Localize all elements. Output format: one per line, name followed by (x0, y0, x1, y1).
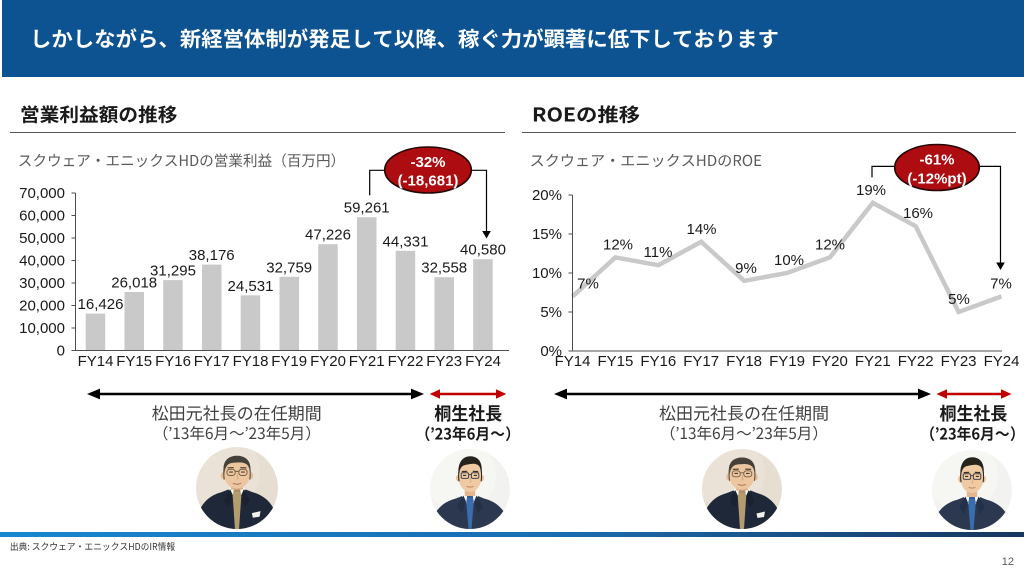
svg-text:12%: 12% (815, 236, 845, 253)
svg-text:FY21: FY21 (349, 353, 385, 370)
svg-text:5%: 5% (948, 291, 970, 308)
svg-text:(-18,681): (-18,681) (398, 173, 459, 190)
svg-text:FY19: FY19 (769, 353, 805, 370)
svg-text:12%: 12% (603, 236, 633, 253)
svg-text:FY21: FY21 (855, 353, 891, 370)
svg-text:10%: 10% (532, 265, 562, 282)
svg-text:44,331: 44,331 (383, 233, 429, 250)
svg-text:16%: 16% (903, 205, 933, 222)
svg-text:20,000: 20,000 (19, 298, 65, 315)
svg-text:32,558: 32,558 (421, 260, 467, 277)
svg-text:FY23: FY23 (941, 353, 977, 370)
svg-text:30,000: 30,000 (19, 275, 65, 292)
svg-text:FY14: FY14 (78, 353, 114, 370)
svg-text:16,426: 16,426 (78, 296, 124, 313)
svg-text:FY15: FY15 (116, 353, 152, 370)
svg-text:9%: 9% (735, 260, 757, 277)
svg-text:14%: 14% (686, 221, 716, 238)
svg-text:FY19: FY19 (271, 353, 307, 370)
svg-text:20%: 20% (532, 187, 562, 204)
svg-text:7%: 7% (577, 275, 599, 292)
svg-text:31,295: 31,295 (150, 263, 196, 280)
svg-text:-61%: -61% (919, 152, 954, 169)
svg-text:7%: 7% (990, 275, 1012, 292)
svg-text:19%: 19% (856, 182, 886, 199)
svg-text:15%: 15% (532, 226, 562, 243)
svg-text:10%: 10% (774, 252, 804, 269)
svg-text:FY22: FY22 (388, 353, 424, 370)
svg-text:FY17: FY17 (683, 353, 719, 370)
svg-text:38,176: 38,176 (189, 247, 235, 264)
svg-text:FY17: FY17 (194, 353, 230, 370)
svg-text:FY20: FY20 (310, 353, 346, 370)
svg-text:FY18: FY18 (233, 353, 269, 370)
svg-text:FY23: FY23 (426, 353, 462, 370)
svg-text:FY24: FY24 (984, 353, 1020, 370)
svg-text:59,261: 59,261 (344, 200, 390, 217)
svg-text:FY18: FY18 (726, 353, 762, 370)
svg-text:40,000: 40,000 (19, 253, 65, 270)
svg-text:FY14: FY14 (555, 353, 591, 370)
svg-text:FY24: FY24 (465, 353, 501, 370)
svg-text:FY16: FY16 (640, 353, 676, 370)
svg-text:FY16: FY16 (155, 353, 191, 370)
svg-text:70,000: 70,000 (19, 185, 65, 202)
svg-text:10,000: 10,000 (19, 320, 65, 337)
svg-text:0: 0 (57, 343, 65, 360)
svg-text:0%: 0% (540, 343, 562, 360)
svg-text:(-12%pt): (-12%pt) (907, 171, 966, 188)
svg-text:47,226: 47,226 (305, 227, 351, 244)
svg-text:FY20: FY20 (812, 353, 848, 370)
svg-text:24,531: 24,531 (228, 278, 274, 295)
svg-text:5%: 5% (540, 304, 562, 321)
svg-text:60,000: 60,000 (19, 208, 65, 225)
svg-text:40,580: 40,580 (460, 242, 506, 259)
svg-text:50,000: 50,000 (19, 230, 65, 247)
svg-text:11%: 11% (644, 244, 673, 261)
svg-text:FY15: FY15 (597, 353, 633, 370)
svg-text:32,759: 32,759 (266, 259, 312, 276)
svg-text:FY22: FY22 (898, 353, 934, 370)
svg-text:26,018: 26,018 (111, 275, 157, 292)
svg-text:-32%: -32% (410, 154, 445, 171)
